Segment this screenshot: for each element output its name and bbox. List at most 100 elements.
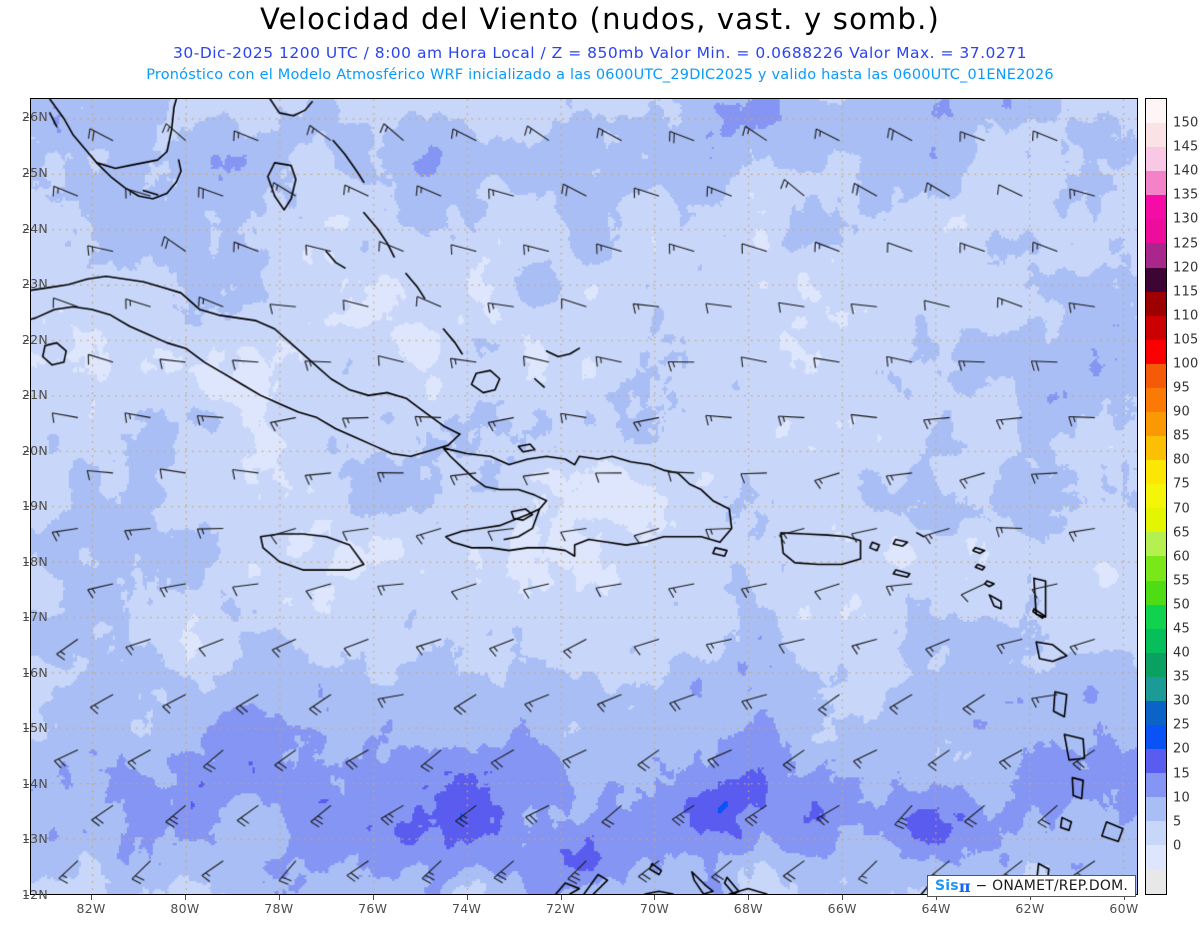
colorbar-tick-label: 20 xyxy=(1173,741,1190,757)
colorbar-tick-label: 25 xyxy=(1173,717,1190,733)
lon-tick-label: 78W xyxy=(264,901,294,916)
model-info-line: Pronóstico con el Modelo Atmosférico WRF… xyxy=(146,67,1054,83)
colorbar-band xyxy=(1146,676,1166,701)
colorbar-tick-label: 145 xyxy=(1173,139,1199,155)
lat-tick-mark xyxy=(24,117,29,119)
map-plot-area[interactable] xyxy=(30,98,1138,895)
lat-tick-label: 16N xyxy=(21,664,48,680)
lat-tick-label: 14N xyxy=(21,775,48,791)
colorbar-band xyxy=(1146,725,1166,750)
colorbar-tick-label: 0 xyxy=(1173,838,1182,854)
lat-tick-label: 23N xyxy=(21,276,48,292)
colorbar-tick-label: 50 xyxy=(1173,597,1190,613)
colorbar-band xyxy=(1146,339,1166,364)
logo-agency-text: − ONAMET/REP.DOM. xyxy=(975,878,1129,894)
colorbar-band xyxy=(1146,363,1166,388)
colorbar-tick-label: 95 xyxy=(1173,380,1190,396)
forecast-metadata-line: 30-Dic-2025 1200 UTC / 8:00 am Hora Loca… xyxy=(173,44,1027,62)
colorbar-band xyxy=(1146,652,1166,677)
lon-tick-label: 62W xyxy=(1015,901,1045,916)
lat-tick-label: 13N xyxy=(21,831,48,847)
colorbar-band xyxy=(1146,508,1166,533)
lat-tick-mark xyxy=(24,284,29,286)
colorbar-band xyxy=(1146,628,1166,653)
colorbar-band xyxy=(1146,219,1166,244)
page-title: Velocidad del Viento (nudos, vast. y som… xyxy=(259,2,940,36)
colorbar-band xyxy=(1146,604,1166,629)
colorbar-tick-label: 5 xyxy=(1173,814,1182,830)
lon-tick-mark xyxy=(278,895,280,900)
lat-tick-label: 15N xyxy=(21,720,48,736)
lat-tick-label: 12N xyxy=(21,887,48,902)
colorbar-tick-label: 120 xyxy=(1173,260,1199,276)
lon-tick-mark xyxy=(560,895,562,900)
lon-tick-label: 76W xyxy=(358,901,388,916)
lat-tick-label: 20N xyxy=(21,442,48,458)
colorbar-tick-label: 85 xyxy=(1173,428,1190,444)
lon-tick-label: 66W xyxy=(827,901,857,916)
agency-logo-badge: Sis π − ONAMET/REP.DOM. xyxy=(927,875,1137,897)
colorbar-band xyxy=(1146,580,1166,605)
colorbar-tick-label: 125 xyxy=(1173,236,1199,252)
colorbar-tick-label: 30 xyxy=(1173,693,1190,709)
colorbar-band xyxy=(1146,99,1166,124)
lat-tick-mark xyxy=(24,895,29,896)
lon-tick-label: 64W xyxy=(921,901,951,916)
colorbar-band xyxy=(1146,147,1166,172)
lon-tick-mark xyxy=(654,895,656,900)
lat-tick-label: 21N xyxy=(21,387,48,403)
lat-tick-mark xyxy=(24,228,29,230)
lat-tick-label: 17N xyxy=(21,609,48,625)
colorbar-tick-label: 55 xyxy=(1173,573,1190,589)
colorbar-tick-label: 15 xyxy=(1173,766,1190,782)
colorbar-tick-label: 65 xyxy=(1173,525,1190,541)
lat-tick-label: 24N xyxy=(21,220,48,236)
colorbar-tick-label: 40 xyxy=(1173,645,1190,661)
lat-tick-label: 25N xyxy=(21,164,48,180)
lat-tick-mark xyxy=(24,450,29,452)
colorbar-tick-label: 150 xyxy=(1173,115,1199,131)
lon-tick-label: 80W xyxy=(170,901,200,916)
lat-tick-label: 19N xyxy=(21,498,48,514)
logo-sis-text: Sis xyxy=(935,878,959,894)
colorbar-tick-label: 115 xyxy=(1173,284,1199,300)
colorbar-band xyxy=(1146,773,1166,798)
colorbar-tick-label: 10 xyxy=(1173,790,1190,806)
lon-tick-mark xyxy=(842,895,844,900)
lat-tick-mark xyxy=(24,172,29,174)
colorbar-legend: 150 145 140 135 130 125 120 115 110 105 100 95 90 85 8… xyxy=(1145,98,1200,898)
colorbar-band xyxy=(1146,869,1166,894)
colorbar-band xyxy=(1146,460,1166,485)
colorbar-tick-label: 60 xyxy=(1173,549,1190,565)
colorbar-band xyxy=(1146,412,1166,437)
colorbar-band xyxy=(1146,797,1166,822)
map-raster xyxy=(31,99,1137,894)
lon-tick-mark xyxy=(1123,895,1125,900)
colorbar-band xyxy=(1146,821,1166,846)
lat-tick-mark xyxy=(24,395,29,397)
lon-tick-label: 70W xyxy=(639,901,670,916)
colorbar-tick-label: 75 xyxy=(1173,476,1190,492)
lat-tick-mark xyxy=(24,728,29,730)
colorbar-band xyxy=(1146,243,1166,268)
lon-tick-mark xyxy=(1030,895,1032,900)
lon-tick-mark xyxy=(91,895,93,900)
colorbar-band xyxy=(1146,556,1166,581)
colorbar-band xyxy=(1146,387,1166,413)
lat-tick-label: 22N xyxy=(21,331,48,347)
colorbar-band xyxy=(1146,291,1166,316)
colorbar-band xyxy=(1146,532,1166,557)
logo-pi-symbol: π xyxy=(958,876,971,896)
lat-tick-mark xyxy=(24,506,29,508)
colorbar-tick-label: 90 xyxy=(1173,404,1190,420)
lon-tick-mark xyxy=(748,895,750,900)
colorbar-band xyxy=(1146,123,1166,148)
colorbar-tick-label: 135 xyxy=(1173,187,1199,203)
lat-tick-mark xyxy=(24,672,29,674)
colorbar-band xyxy=(1146,267,1166,292)
colorbar-band xyxy=(1146,436,1166,461)
colorbar-band xyxy=(1146,484,1166,509)
lon-tick-label: 72W xyxy=(545,901,576,916)
colorbar-tick-label: 45 xyxy=(1173,621,1190,637)
colorbar-tick-label: 70 xyxy=(1173,501,1190,517)
